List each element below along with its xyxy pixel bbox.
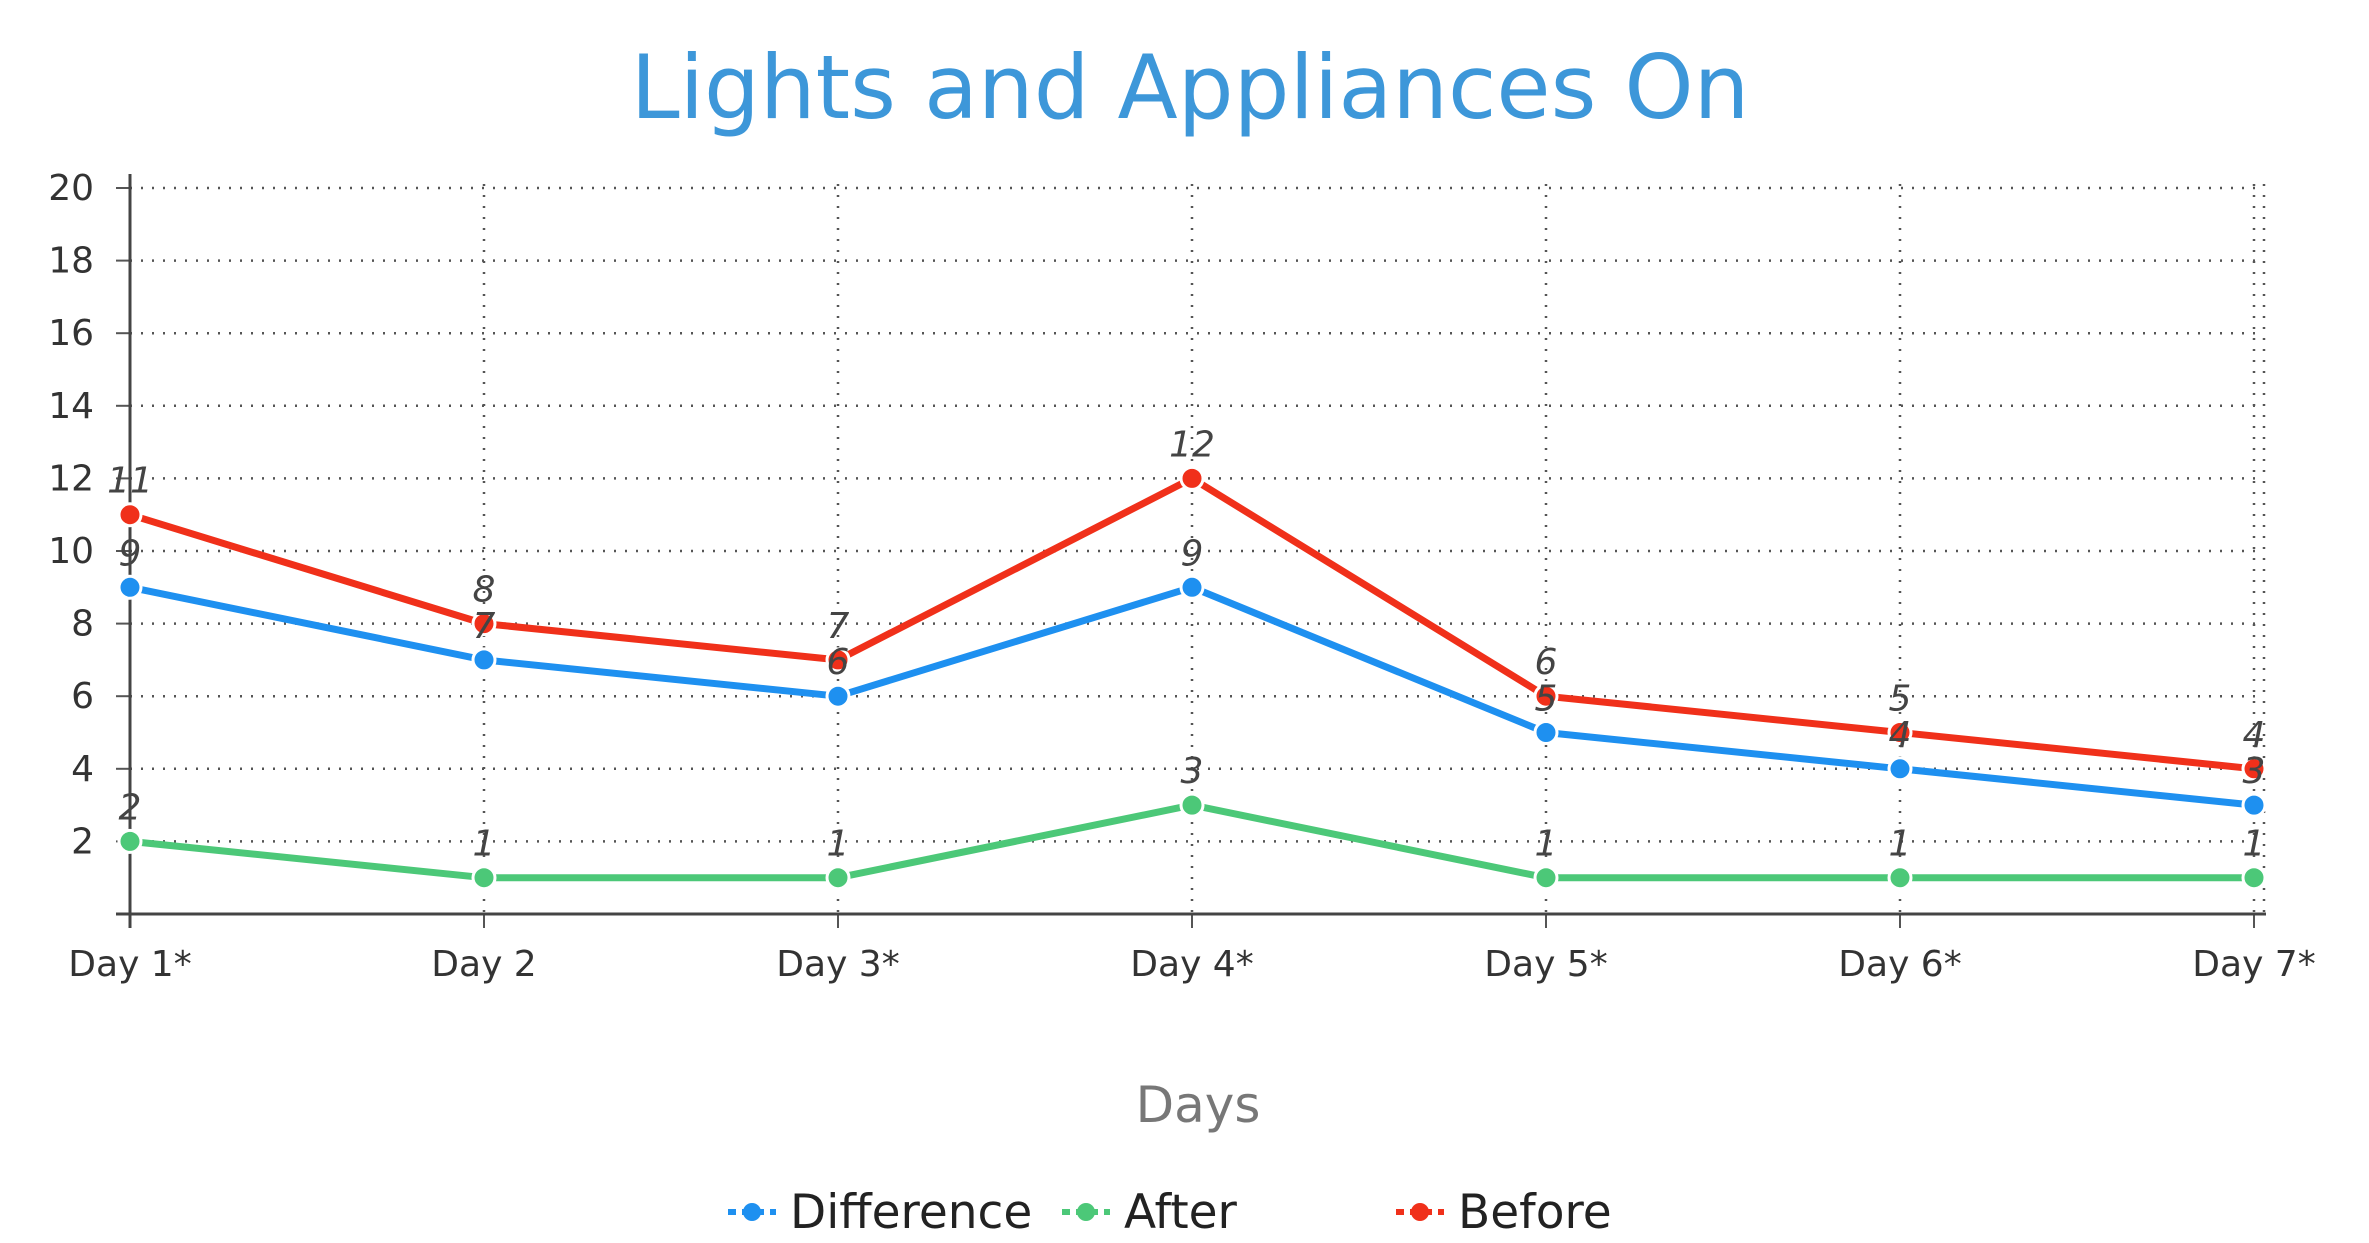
y-tick-label: 6 xyxy=(71,676,94,717)
y-tick-label: 14 xyxy=(48,386,94,427)
series-after xyxy=(117,792,2267,891)
legend-item-after: After xyxy=(1062,1185,1238,1240)
y-tick-label: 8 xyxy=(71,604,94,645)
legend-label-before: Before xyxy=(1458,1185,1612,1240)
data-label-after: 1 xyxy=(827,824,850,865)
y-tick-label: 10 xyxy=(48,531,94,572)
point-before xyxy=(1179,465,1205,491)
x-tick-label: Day 2 xyxy=(431,944,536,985)
x-axis-label: Days xyxy=(1136,1076,1261,1134)
y-tick-label: 20 xyxy=(48,168,94,209)
point-difference xyxy=(1887,756,1913,782)
data-label-before: 11 xyxy=(107,461,153,502)
legend-label-after: After xyxy=(1124,1185,1238,1240)
point-before xyxy=(117,502,143,528)
data-label-before: 12 xyxy=(1169,424,1215,465)
point-difference xyxy=(1533,720,1559,745)
point-after xyxy=(2241,865,2267,891)
point-before xyxy=(2241,756,2267,782)
series-difference xyxy=(117,574,2267,818)
x-tick-label: Day 7* xyxy=(2192,944,2315,985)
data-label-before: 7 xyxy=(827,606,850,647)
y-tick-label: 16 xyxy=(48,313,94,354)
series-before xyxy=(117,465,2267,782)
point-after xyxy=(117,828,143,854)
point-difference xyxy=(117,574,143,600)
data-label-difference: 3 xyxy=(2243,751,2266,792)
data-label-after: 1 xyxy=(473,824,496,865)
point-after xyxy=(1887,865,1913,891)
chart-title: Lights and Appliances On xyxy=(631,36,1750,139)
data-label-difference: 6 xyxy=(827,642,850,683)
point-before xyxy=(1887,720,1913,745)
legend: Difference After Before xyxy=(728,1185,1612,1240)
y-tick-label: 4 xyxy=(71,749,94,790)
data-label-difference: 7 xyxy=(473,606,496,647)
point-after xyxy=(1533,865,1559,891)
legend-item-difference: Difference xyxy=(728,1185,1032,1240)
x-tick-label: Day 5* xyxy=(1484,944,1607,985)
series-group xyxy=(117,465,2267,891)
data-label-before: 6 xyxy=(1535,642,1558,683)
point-before xyxy=(1533,683,1559,709)
data-label-difference: 4 xyxy=(1889,715,1912,756)
y-tick-label: 2 xyxy=(71,821,94,862)
point-after xyxy=(1179,792,1205,818)
axes xyxy=(116,174,2266,928)
data-label-after: 3 xyxy=(1181,751,1204,792)
x-tick-label: Day 3* xyxy=(776,944,899,985)
point-difference xyxy=(1179,574,1205,600)
point-difference xyxy=(825,683,851,709)
point-before xyxy=(471,611,497,637)
data-label-after: 1 xyxy=(1889,824,1912,865)
point-difference xyxy=(2241,792,2267,818)
x-tick-label: Day 1* xyxy=(68,944,191,985)
legend-item-before: Before xyxy=(1396,1185,1612,1240)
y-tick-label: 18 xyxy=(48,241,94,282)
data-label-difference: 9 xyxy=(1181,533,1204,574)
data-label-before: 8 xyxy=(473,570,496,611)
data-label-before: 5 xyxy=(1889,679,1912,720)
data-label-after: 1 xyxy=(2243,824,2266,865)
legend-marker-before xyxy=(1411,1203,1429,1221)
point-after xyxy=(825,865,851,891)
x-axis-ticks: Day 1* Day 2 Day 3* Day 4* Day 5* Day 6* Day 7… xyxy=(68,944,2315,985)
legend-marker-after xyxy=(1077,1203,1095,1221)
x-tick-label: Day 4* xyxy=(1130,944,1253,985)
point-after xyxy=(471,865,497,891)
data-label-before: 4 xyxy=(2243,715,2266,756)
data-label-difference: 9 xyxy=(119,533,142,574)
point-difference xyxy=(471,647,497,673)
y-axis-ticks: 2 4 6 8 10 12 14 16 18 20 xyxy=(48,168,94,862)
data-label-after: 1 xyxy=(1535,824,1558,865)
data-label-difference: 5 xyxy=(1535,679,1558,720)
y-tick-label: 12 xyxy=(48,458,94,499)
legend-marker-difference xyxy=(743,1203,761,1221)
x-tick-label: Day 6* xyxy=(1838,944,1961,985)
data-label-after: 2 xyxy=(119,787,142,828)
legend-label-difference: Difference xyxy=(790,1185,1032,1240)
point-before xyxy=(825,647,851,673)
